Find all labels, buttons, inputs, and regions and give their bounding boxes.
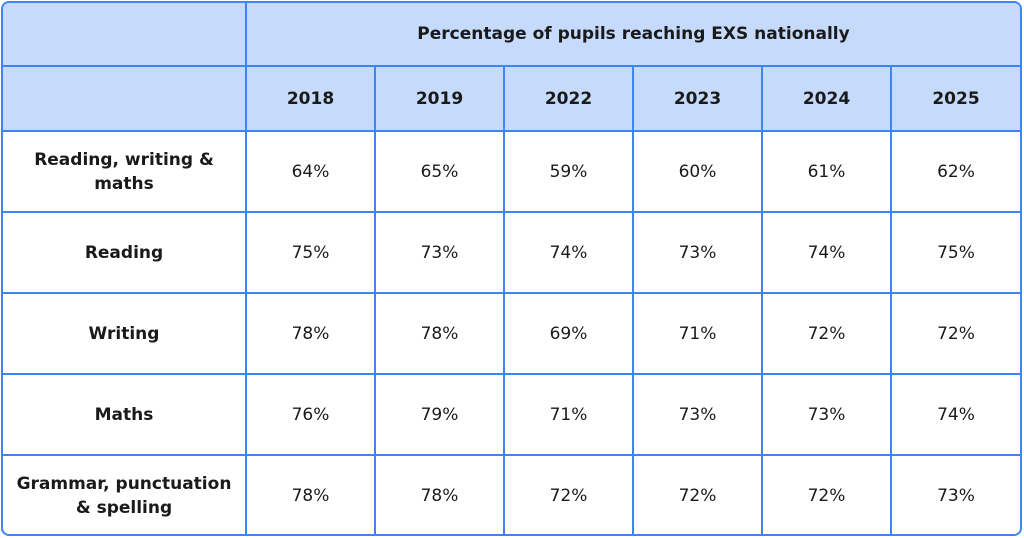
year-header: 2019	[374, 65, 505, 132]
table-title: Percentage of pupils reaching EXS nation…	[245, 3, 1020, 67]
value-cell: 59%	[503, 130, 634, 213]
value-cell: 71%	[632, 292, 763, 375]
value-cell: 73%	[761, 373, 892, 456]
value-cell: 72%	[761, 292, 892, 375]
value-cell: 72%	[890, 292, 1020, 375]
value-cell: 69%	[503, 292, 634, 375]
row-label: Maths	[3, 373, 247, 456]
results-table: Percentage of pupils reaching EXS nation…	[3, 3, 1020, 534]
title-row: Percentage of pupils reaching EXS nation…	[3, 3, 1020, 67]
year-header: 2024	[761, 65, 892, 132]
value-cell: 61%	[761, 130, 892, 213]
row-label: Writing	[3, 292, 247, 375]
value-cell: 73%	[890, 454, 1020, 534]
table-row: Writing 78% 78% 69% 71% 72% 72%	[3, 292, 1020, 375]
value-cell: 76%	[245, 373, 376, 456]
table-row: Reading 75% 73% 74% 73% 74% 75%	[3, 211, 1020, 294]
value-cell: 71%	[503, 373, 634, 456]
value-cell: 74%	[890, 373, 1020, 456]
value-cell: 73%	[632, 211, 763, 294]
value-cell: 72%	[503, 454, 634, 534]
row-label: Grammar, punctuation & spelling	[3, 454, 247, 534]
value-cell: 73%	[632, 373, 763, 456]
table-row: Grammar, punctuation & spelling 78% 78% 72%…	[3, 454, 1020, 534]
value-cell: 78%	[374, 454, 505, 534]
value-cell: 74%	[503, 211, 634, 294]
value-cell: 75%	[890, 211, 1020, 294]
year-header: 2023	[632, 65, 763, 132]
value-cell: 72%	[761, 454, 892, 534]
year-header: 2025	[890, 65, 1020, 132]
value-cell: 78%	[245, 292, 376, 375]
corner-cell	[3, 65, 247, 132]
table-row: Maths 76% 79% 71% 73% 73% 74%	[3, 373, 1020, 456]
value-cell: 78%	[374, 292, 505, 375]
value-cell: 79%	[374, 373, 505, 456]
value-cell: 62%	[890, 130, 1020, 213]
value-cell: 72%	[632, 454, 763, 534]
year-header: 2022	[503, 65, 634, 132]
year-header-row: 2018 2019 2022 2023 2024 2025	[3, 65, 1020, 132]
corner-cell	[3, 3, 247, 67]
value-cell: 75%	[245, 211, 376, 294]
value-cell: 64%	[245, 130, 376, 213]
year-header: 2018	[245, 65, 376, 132]
value-cell: 60%	[632, 130, 763, 213]
value-cell: 65%	[374, 130, 505, 213]
value-cell: 73%	[374, 211, 505, 294]
row-label: Reading, writing & maths	[3, 130, 247, 213]
table-row: Reading, writing & maths 64% 65% 59% 60% 61% 6…	[3, 130, 1020, 213]
value-cell: 78%	[245, 454, 376, 534]
row-label: Reading	[3, 211, 247, 294]
value-cell: 74%	[761, 211, 892, 294]
